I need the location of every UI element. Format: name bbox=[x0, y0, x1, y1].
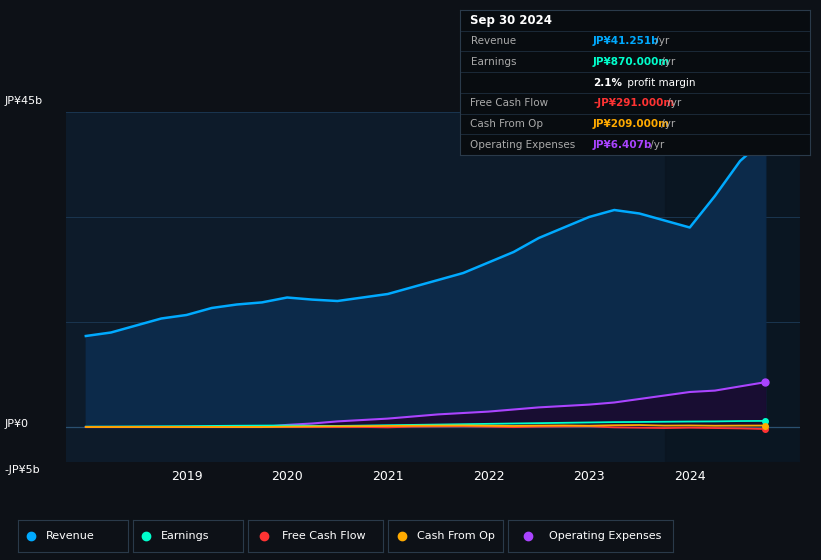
Text: JP¥870.000m: JP¥870.000m bbox=[593, 57, 670, 67]
Text: /yr: /yr bbox=[658, 119, 676, 129]
Text: Cash From Op: Cash From Op bbox=[417, 531, 494, 541]
Text: Revenue: Revenue bbox=[45, 531, 94, 541]
Text: JP¥0: JP¥0 bbox=[4, 419, 28, 429]
Text: Earnings: Earnings bbox=[470, 57, 516, 67]
Text: -JP¥291.000m: -JP¥291.000m bbox=[593, 98, 674, 108]
Text: -JP¥5b: -JP¥5b bbox=[4, 465, 39, 475]
Text: Operating Expenses: Operating Expenses bbox=[470, 139, 576, 150]
Bar bbox=[664, 112, 800, 462]
Text: profit margin: profit margin bbox=[625, 77, 696, 87]
Text: JP¥209.000m: JP¥209.000m bbox=[593, 119, 670, 129]
Text: Operating Expenses: Operating Expenses bbox=[549, 531, 662, 541]
Text: JP¥41.251b: JP¥41.251b bbox=[593, 36, 659, 46]
Text: Revenue: Revenue bbox=[470, 36, 516, 46]
Text: /yr: /yr bbox=[658, 57, 676, 67]
Text: 2.1%: 2.1% bbox=[593, 77, 622, 87]
Text: Sep 30 2024: Sep 30 2024 bbox=[470, 14, 553, 27]
Text: JP¥6.407b: JP¥6.407b bbox=[593, 139, 653, 150]
Text: /yr: /yr bbox=[663, 98, 681, 108]
Text: /yr: /yr bbox=[647, 139, 664, 150]
Text: Free Cash Flow: Free Cash Flow bbox=[282, 531, 365, 541]
Text: Earnings: Earnings bbox=[160, 531, 209, 541]
Text: Cash From Op: Cash From Op bbox=[470, 119, 544, 129]
Text: Free Cash Flow: Free Cash Flow bbox=[470, 98, 548, 108]
Text: JP¥45b: JP¥45b bbox=[4, 96, 42, 106]
Text: /yr: /yr bbox=[653, 36, 670, 46]
